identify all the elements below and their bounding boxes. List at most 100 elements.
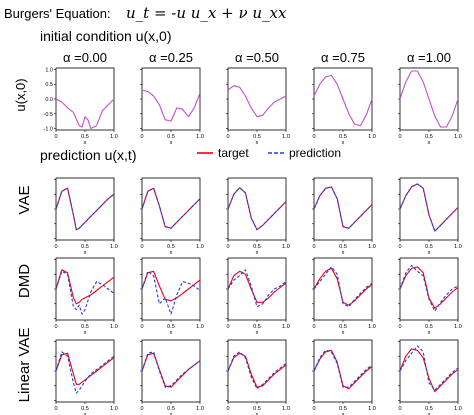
x-tick-label: 1.0 bbox=[454, 134, 462, 140]
prediction-line bbox=[227, 187, 287, 231]
x-tick-label: 1.0 bbox=[282, 324, 290, 330]
x-axis-label: x bbox=[428, 412, 431, 415]
x-axis-label: x bbox=[256, 330, 259, 336]
x-tick-label: 0 bbox=[54, 324, 57, 330]
x-tick-label: 1.0 bbox=[196, 134, 204, 140]
x-axis-label: x bbox=[84, 330, 87, 336]
y-tick-label: 0.5 bbox=[45, 82, 53, 88]
subplot-r2-c4: 0 0.5 1.0 x bbox=[398, 257, 462, 336]
prediction-line bbox=[141, 187, 201, 229]
x-tick-label: 0 bbox=[398, 406, 401, 412]
axes-frame bbox=[141, 177, 201, 241]
subplot-title: α =0.00 bbox=[63, 50, 107, 65]
x-tick-label: 1.0 bbox=[196, 406, 204, 412]
x-tick-label: 1.0 bbox=[110, 324, 118, 330]
x-tick-label: 1.0 bbox=[454, 406, 462, 412]
x-tick-label: 1.0 bbox=[282, 244, 290, 250]
x-tick-label: 0 bbox=[312, 244, 315, 250]
axes-frame bbox=[399, 257, 459, 321]
x-tick-label: 0.5 bbox=[81, 406, 89, 412]
legend-prediction-label: prediction bbox=[289, 146, 341, 160]
x-tick-label: 0.5 bbox=[167, 324, 175, 330]
section-initial-title: initial condition u(x,0) bbox=[40, 28, 172, 44]
y-tick-label: 1.0 bbox=[45, 67, 53, 73]
prediction-line bbox=[399, 183, 459, 232]
subplot-r3-c2: 0 0.5 1.0 x bbox=[226, 339, 290, 415]
axes-frame bbox=[55, 67, 115, 131]
axes-frame bbox=[227, 177, 287, 241]
x-tick-label: 1.0 bbox=[368, 244, 376, 250]
legend-target-label: target bbox=[218, 146, 249, 160]
axes-frame bbox=[141, 339, 201, 403]
subplot-r0-c3: 0 0.5 1.0 x α =0.75 bbox=[312, 50, 376, 146]
section-prediction-title: prediction u(x,t) bbox=[40, 147, 136, 163]
x-axis-label: x bbox=[256, 250, 259, 256]
x-tick-label: 0 bbox=[226, 244, 229, 250]
x-axis-label: x bbox=[428, 140, 431, 146]
subplot-r1-c0: 0 0.5 1.0 x bbox=[54, 177, 118, 256]
prediction-line bbox=[55, 187, 115, 231]
axes-frame bbox=[227, 67, 287, 131]
x-tick-label: 0.5 bbox=[425, 134, 433, 140]
x-axis-label: x bbox=[342, 330, 345, 336]
subplot-r0-c2: 0 0.5 1.0 x α =0.50 bbox=[226, 50, 290, 146]
x-tick-label: 0 bbox=[54, 406, 57, 412]
x-tick-label: 1.0 bbox=[110, 244, 118, 250]
subplot-r2-c2: 0 0.5 1.0 x bbox=[226, 257, 290, 336]
prediction-line bbox=[313, 349, 373, 388]
x-tick-label: 1.0 bbox=[282, 134, 290, 140]
x-tick-label: 0 bbox=[226, 324, 229, 330]
axes-frame bbox=[227, 339, 287, 403]
axes-frame bbox=[313, 339, 373, 403]
subplot-r0-c1: 0 0.5 1.0 x α =0.25 bbox=[140, 50, 204, 146]
subplot-title: α =0.25 bbox=[149, 50, 193, 65]
x-tick-label: 0.5 bbox=[339, 244, 347, 250]
prediction-line bbox=[141, 351, 201, 388]
prediction-line bbox=[313, 266, 373, 308]
subplot-r1-c3: 0 0.5 1.0 x bbox=[312, 177, 376, 256]
x-axis-label: x bbox=[84, 412, 87, 415]
prediction-line bbox=[55, 351, 115, 394]
x-tick-label: 1.0 bbox=[454, 244, 462, 250]
x-axis-label: x bbox=[428, 330, 431, 336]
row-label-linear-vae: Linear VAE bbox=[16, 328, 33, 403]
x-tick-label: 1.0 bbox=[196, 244, 204, 250]
subplot-title: α =0.75 bbox=[321, 50, 365, 65]
subplot-r3-c1: 0 0.5 1.0 x bbox=[140, 339, 204, 415]
x-tick-label: 1.0 bbox=[368, 324, 376, 330]
subplot-r0-c0: 0 0.5 1.0 x 1.0 0.5 0.0 -0.5 -1.0 α =0.00 bbox=[44, 50, 118, 146]
y-tick-label: -0.5 bbox=[44, 112, 53, 118]
x-tick-label: 0 bbox=[140, 324, 143, 330]
subplot-r3-c0: 0 0.5 1.0 x bbox=[54, 339, 118, 415]
legend: target prediction bbox=[197, 146, 341, 160]
x-tick-label: 0.5 bbox=[81, 244, 89, 250]
row-label-dmd: DMD bbox=[16, 264, 33, 298]
x-tick-label: 0.5 bbox=[81, 324, 89, 330]
x-axis-label: x bbox=[428, 250, 431, 256]
x-tick-label: 0 bbox=[54, 134, 57, 140]
x-tick-label: 1.0 bbox=[368, 134, 376, 140]
x-tick-label: 0 bbox=[312, 324, 315, 330]
axes-frame bbox=[141, 67, 201, 131]
subplot-r0-c4: 0 0.5 1.0 x α =1.00 bbox=[398, 50, 462, 146]
x-tick-label: 0.5 bbox=[253, 134, 261, 140]
x-tick-label: 0.5 bbox=[425, 406, 433, 412]
x-tick-label: 0 bbox=[140, 406, 143, 412]
subplot-grid: 0 0.5 1.0 x 1.0 0.5 0.0 -0.5 -1.0 α =0.00 0 0.5 1.0 x… bbox=[44, 50, 462, 415]
y-tick-label: 0.0 bbox=[45, 97, 53, 103]
x-tick-label: 0 bbox=[140, 244, 143, 250]
initial-curve bbox=[227, 85, 287, 118]
target-line bbox=[141, 352, 201, 388]
initial-curve bbox=[313, 74, 373, 127]
x-tick-label: 0 bbox=[140, 134, 143, 140]
x-tick-label: 0.5 bbox=[425, 244, 433, 250]
x-tick-label: 0.5 bbox=[253, 244, 261, 250]
prediction-line bbox=[141, 270, 201, 315]
x-tick-label: 0.5 bbox=[425, 324, 433, 330]
x-tick-label: 0 bbox=[398, 244, 401, 250]
subplot-r1-c2: 0 0.5 1.0 x bbox=[226, 177, 290, 256]
x-tick-label: 0 bbox=[54, 244, 57, 250]
x-tick-label: 0 bbox=[398, 134, 401, 140]
x-tick-label: 1.0 bbox=[454, 324, 462, 330]
subplot-r1-c1: 0 0.5 1.0 x bbox=[140, 177, 204, 256]
